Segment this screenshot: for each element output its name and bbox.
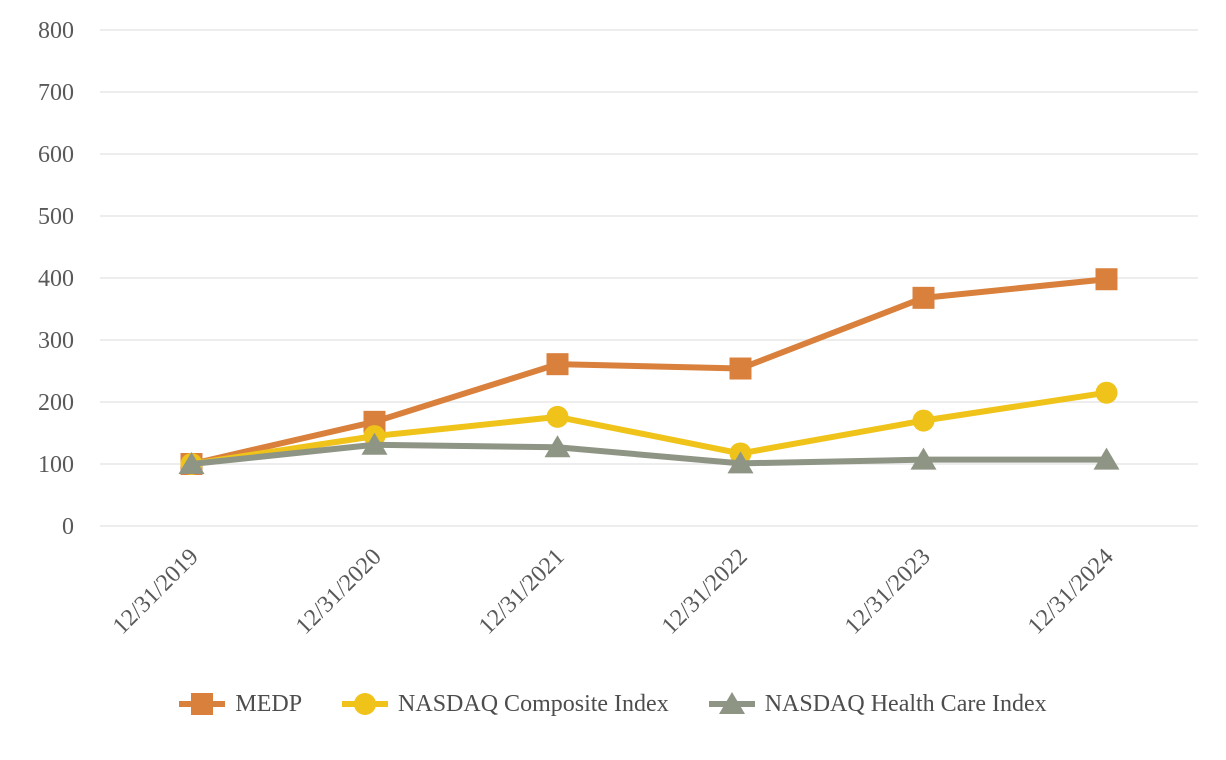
x-axis-tick-label: 12/31/2024 bbox=[1023, 544, 1119, 640]
data-point-marker-medp bbox=[912, 286, 935, 309]
series-line-nasdaq-health-care-index bbox=[188, 441, 1110, 467]
data-point-marker-nasdaq-health-care-index bbox=[1093, 447, 1120, 470]
chart-canvas: 0 100 200 300 400 500 600 700 800 12/31/2019 12/31… bbox=[38, 18, 1198, 640]
data-point-marker-nasdaq-health-care-index bbox=[910, 447, 937, 470]
x-axis-tick-label: 12/31/2019 bbox=[108, 544, 204, 640]
data-point-marker-medp bbox=[1095, 268, 1118, 291]
chart-legend: MEDP NASDAQ Composite Index NASDAQ Health … bbox=[0, 684, 1226, 724]
y-axis-tick-label: 300 bbox=[38, 328, 74, 354]
legend-item-medp: MEDP bbox=[179, 692, 302, 716]
data-point-marker-medp bbox=[546, 353, 569, 376]
data-point-marker-nasdaq-health-care-index bbox=[361, 432, 388, 455]
data-point-marker-nasdaq-composite-index bbox=[354, 693, 377, 715]
data-point-marker-nasdaq-composite-index bbox=[912, 409, 935, 432]
data-point-marker-nasdaq-composite-index bbox=[1095, 381, 1118, 404]
data-point-marker-nasdaq-composite-index bbox=[546, 405, 569, 428]
legend-label-nasdaq-composite-index: NASDAQ Composite Index bbox=[398, 691, 669, 717]
legend-item-nasdaq-composite-index: NASDAQ Composite Index bbox=[342, 692, 669, 716]
legend-circle-marker-icon bbox=[342, 693, 389, 715]
data-point-marker-nasdaq-health-care-index bbox=[178, 452, 205, 474]
y-axis-tick-label: 400 bbox=[38, 266, 74, 292]
data-point-marker-nasdaq-health-care-index bbox=[544, 435, 571, 458]
data-point-marker-nasdaq-health-care-index bbox=[727, 451, 754, 474]
x-axis-tick-label: 12/31/2022 bbox=[657, 544, 753, 640]
legend-label-medp: MEDP bbox=[235, 691, 303, 717]
series-line-medp bbox=[188, 276, 1110, 467]
x-axis-tick-label: 12/31/2021 bbox=[474, 544, 570, 640]
y-axis-tick-label: 0 bbox=[62, 514, 74, 540]
data-point-marker-medp bbox=[729, 357, 752, 380]
legend-item-nasdaq-health-care-index: NASDAQ Health Care Index bbox=[708, 691, 1047, 717]
y-axis-tick-label: 500 bbox=[38, 204, 74, 230]
legend-label-nasdaq-health-care-index: NASDAQ Health Care Index bbox=[764, 691, 1047, 717]
data-point-marker-medp bbox=[191, 693, 214, 715]
legend-square-marker-icon bbox=[179, 693, 226, 715]
y-axis-tick-label: 200 bbox=[38, 390, 74, 416]
y-axis-tick-label: 600 bbox=[38, 142, 74, 168]
data-point-marker-nasdaq-health-care-index bbox=[718, 692, 745, 714]
x-axis-tick-label: 12/31/2020 bbox=[291, 544, 387, 640]
x-axis-tick-label: 12/31/2023 bbox=[840, 544, 936, 640]
y-axis-tick-label: 700 bbox=[38, 80, 74, 106]
y-axis-tick-label: 800 bbox=[38, 18, 74, 44]
series-line-nasdaq-composite-index bbox=[188, 389, 1110, 467]
legend-triangle-marker-icon bbox=[708, 692, 755, 714]
y-axis-tick-label: 100 bbox=[38, 452, 74, 478]
